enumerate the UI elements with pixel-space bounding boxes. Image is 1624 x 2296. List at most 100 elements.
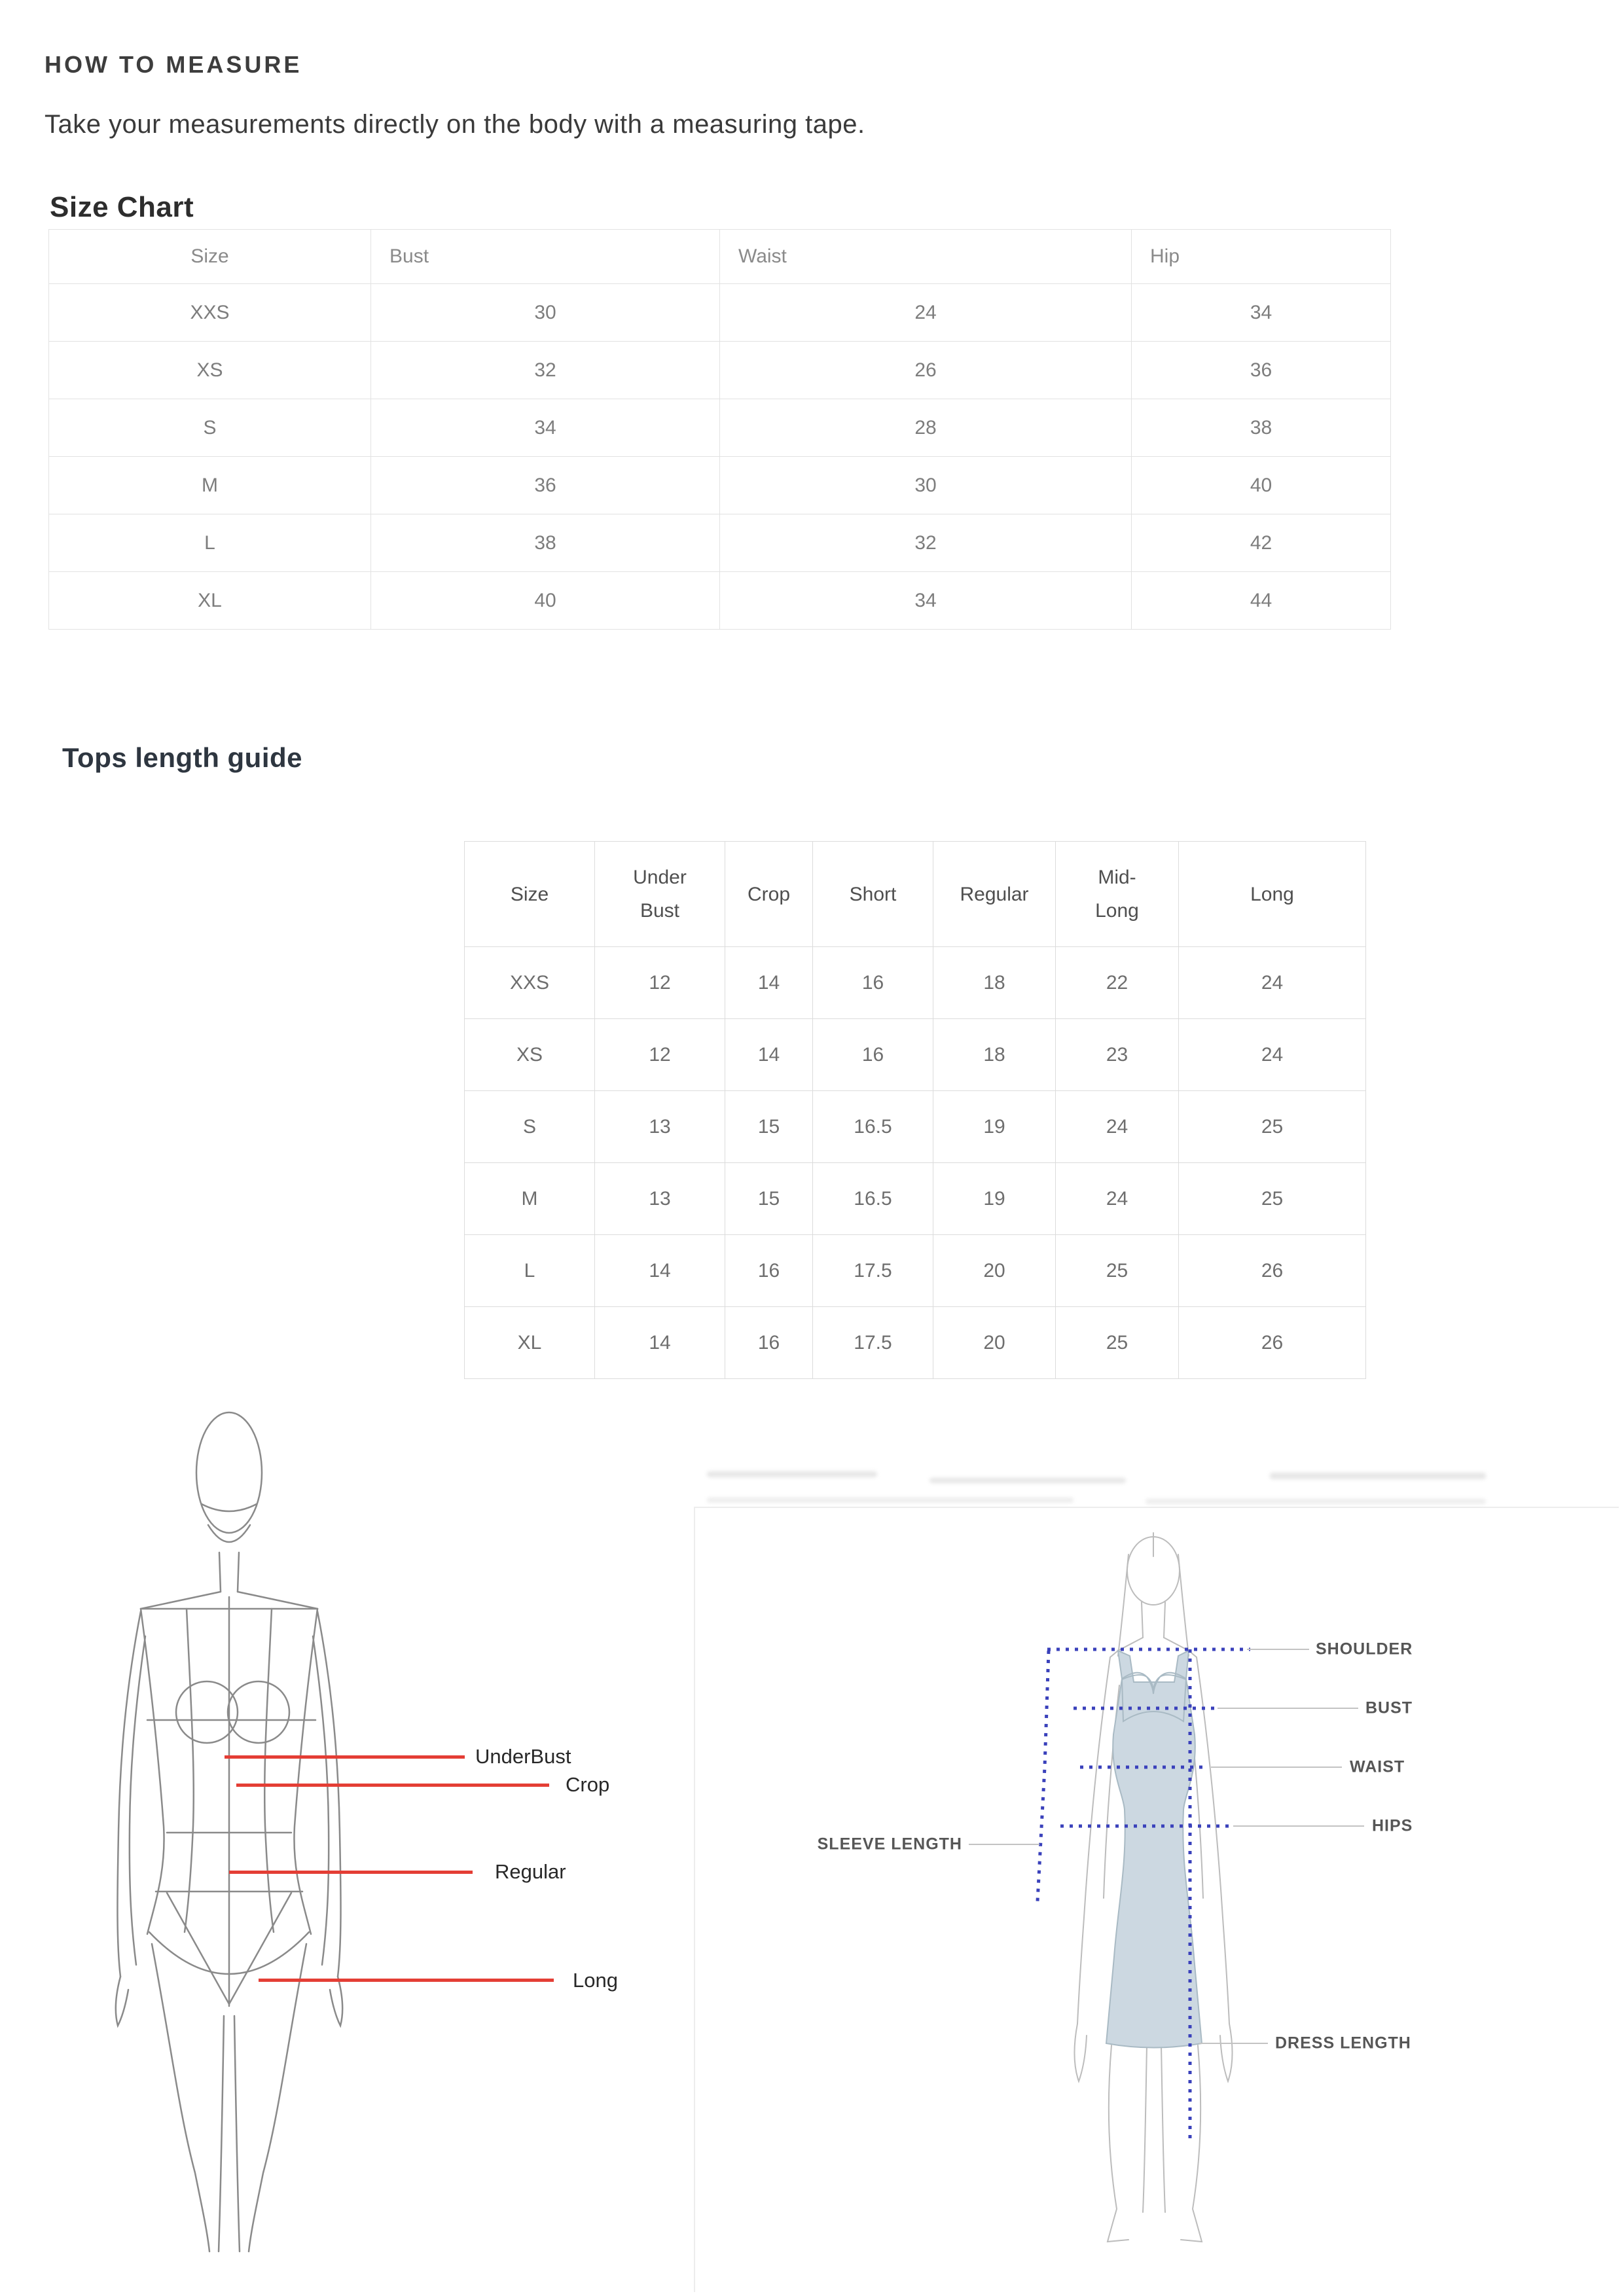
table-cell: 14: [594, 1306, 725, 1379]
col-header-hip: Hip: [1131, 229, 1391, 284]
table-cell: 16: [812, 1018, 933, 1091]
table-cell: 16: [725, 1234, 813, 1307]
col-header-size: Size: [48, 229, 371, 284]
table-cell: 26: [1178, 1234, 1366, 1307]
bust-leader-line: [1218, 1708, 1358, 1709]
table-cell: 22: [1055, 946, 1179, 1019]
embedded-image-border: [694, 1507, 1619, 2292]
table-cell: 16.5: [812, 1090, 933, 1163]
table-cell: XL: [48, 571, 371, 630]
underbust-measure-line: [225, 1755, 465, 1759]
table-cell: 36: [1131, 341, 1391, 399]
underbust-label: UnderBust: [475, 1745, 571, 1768]
table-cell: 24: [1055, 1090, 1179, 1163]
tops-table-body: XXS 12 14 16 18 22 24 XS 12 14 16 18 23 …: [464, 946, 1366, 1379]
table-cell: 12: [594, 1018, 725, 1091]
col-header-long: Long: [1178, 841, 1366, 947]
table-cell: 17.5: [812, 1306, 933, 1379]
table-cell: 16: [725, 1306, 813, 1379]
sleeve-length-label: SLEEVE LENGTH: [817, 1835, 962, 1854]
table-cell: XL: [464, 1306, 595, 1379]
table-row: XL 14 16 17.5 20 25 26: [464, 1306, 1366, 1379]
table-row: L 14 16 17.5 20 25 26: [464, 1234, 1366, 1307]
table-cell: M: [48, 456, 371, 514]
table-cell: 20: [933, 1306, 1056, 1379]
table-row: XL 40 34 44: [48, 571, 1391, 630]
waist-leader-line: [1211, 1767, 1342, 1768]
table-cell: 38: [370, 514, 720, 572]
waist-label: WAIST: [1350, 1757, 1405, 1776]
tops-table-header: Size Under Bust Crop Short Regular Mid- …: [464, 841, 1366, 947]
crop-label: Crop: [566, 1773, 610, 1796]
table-cell: 18: [933, 1018, 1056, 1091]
table-cell: 12: [594, 946, 725, 1019]
size-chart-body: XXS 30 24 34 XS 32 26 36 S 34 28 38 M 36…: [48, 283, 1391, 630]
measurement-dashed-lines: [1036, 1647, 1250, 2140]
table-row: XXS 12 14 16 18 22 24: [464, 946, 1366, 1019]
crop-measure-line: [236, 1784, 549, 1787]
croquis-body-lines: [115, 1411, 344, 2253]
hips-leader-line: [1233, 1825, 1364, 1827]
table-row: S 13 15 16.5 19 24 25: [464, 1090, 1366, 1163]
size-chart-table: Size Bust Waist Hip XXS 30 24 34 XS 32 2…: [48, 229, 1391, 630]
shoulder-leader-line: [1247, 1649, 1309, 1650]
table-cell: 44: [1131, 571, 1391, 630]
table-cell: 13: [594, 1162, 725, 1235]
bust-label: BUST: [1365, 1698, 1413, 1717]
table-cell: 16.5: [812, 1162, 933, 1235]
tops-length-table: Size Under Bust Crop Short Regular Mid- …: [464, 841, 1366, 1379]
table-cell: 30: [370, 283, 720, 342]
table-cell: 25: [1178, 1090, 1366, 1163]
page-title: HOW TO MEASURE: [45, 51, 302, 78]
table-cell: L: [48, 514, 371, 572]
col-header-bust: Bust: [370, 229, 720, 284]
dress-leader-line: [1199, 2043, 1268, 2044]
image-artifact: [1146, 1499, 1486, 1504]
table-cell: 25: [1055, 1306, 1179, 1379]
table-cell: 34: [1131, 283, 1391, 342]
table-cell: XS: [48, 341, 371, 399]
table-cell: S: [464, 1090, 595, 1163]
table-cell: 32: [370, 341, 720, 399]
table-cell: 28: [719, 399, 1132, 457]
table-cell: XS: [464, 1018, 595, 1091]
image-artifact: [707, 1498, 1074, 1503]
table-cell: 24: [719, 283, 1132, 342]
croquis-figure-svg: [115, 1411, 344, 2253]
table-row: M 13 15 16.5 19 24 25: [464, 1162, 1366, 1235]
table-cell: L: [464, 1234, 595, 1307]
table-cell: 26: [719, 341, 1132, 399]
table-cell: 24: [1178, 1018, 1366, 1091]
table-cell: 36: [370, 456, 720, 514]
table-cell: 19: [933, 1162, 1056, 1235]
table-cell: 25: [1055, 1234, 1179, 1307]
long-label: Long: [573, 1969, 618, 1992]
table-cell: M: [464, 1162, 595, 1235]
long-measure-line: [259, 1979, 554, 1982]
dress-length-label: DRESS LENGTH: [1275, 2034, 1411, 2053]
table-cell: 13: [594, 1090, 725, 1163]
table-row: S 34 28 38: [48, 399, 1391, 457]
col-header-waist: Waist: [719, 229, 1132, 284]
tops-guide-title: Tops length guide: [62, 742, 303, 773]
table-row: XS 12 14 16 18 23 24: [464, 1018, 1366, 1091]
table-header-row: Size Bust Waist Hip: [48, 229, 1391, 284]
table-cell: XXS: [464, 946, 595, 1019]
regular-measure-line: [229, 1871, 473, 1874]
col-header-size: Size: [464, 841, 595, 947]
image-artifact: [1270, 1473, 1486, 1479]
table-cell: 15: [725, 1162, 813, 1235]
table-cell: 14: [725, 946, 813, 1019]
col-header-crop: Crop: [725, 841, 813, 947]
sleeve-dashed-line: [1036, 1650, 1051, 1902]
col-header-short: Short: [812, 841, 933, 947]
table-cell: 16: [812, 946, 933, 1019]
table-cell: 23: [1055, 1018, 1179, 1091]
table-cell: 14: [725, 1018, 813, 1091]
table-cell: 30: [719, 456, 1132, 514]
image-artifact: [929, 1478, 1126, 1483]
table-cell: 40: [1131, 456, 1391, 514]
col-header-under-bust: Under Bust: [594, 841, 725, 947]
page-subtitle: Take your measurements directly on the b…: [45, 110, 865, 139]
